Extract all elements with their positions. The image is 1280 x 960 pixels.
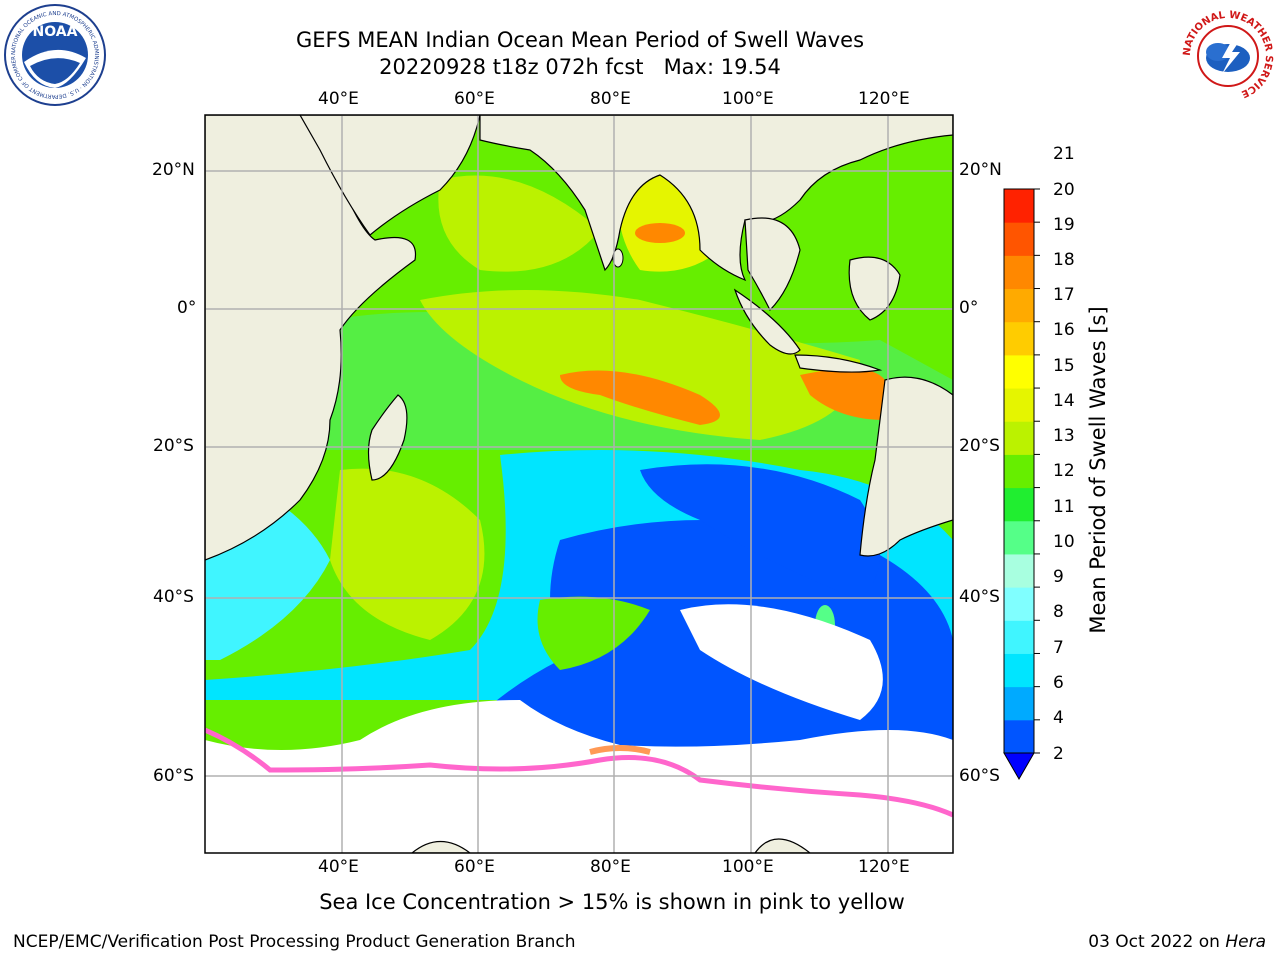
lon-label-top-40e: 40°E	[318, 89, 359, 109]
landmass-australia	[859, 376, 953, 557]
colorbar-swatch	[1004, 553, 1034, 588]
colorbar-tick-7: 7	[1053, 638, 1064, 658]
colorbar-extend-arrow	[1003, 752, 1035, 781]
colorbar-swatch	[1004, 620, 1034, 654]
colorbar-tick-19: 19	[1053, 215, 1075, 235]
lon-label-bottom-60e: 60°E	[454, 857, 495, 877]
lat-label-right-20n: 20°N	[959, 160, 1002, 180]
colorbar-tick-8: 8	[1053, 602, 1064, 622]
colorbar-swatch	[1004, 222, 1034, 256]
colorbar-tick-18: 18	[1053, 250, 1075, 270]
lon-label-top-120e: 120°E	[858, 89, 910, 109]
footer-machine: Hera	[1225, 932, 1266, 952]
colorbar-tick-6: 6	[1053, 673, 1064, 693]
lat-label-right-20s: 20°S	[959, 436, 1000, 456]
colorbar-tick-16: 16	[1053, 320, 1075, 340]
lat-label-left-0: 0°	[177, 298, 197, 318]
lat-label-right-0: 0°	[959, 298, 979, 318]
map-area	[205, 115, 953, 853]
map-title: GEFS MEAN Indian Ocean Mean Period of Sw…	[295, 28, 865, 52]
colorbar-tick-4: 4	[1053, 708, 1064, 728]
colorbar-label: Mean Period of Swell Waves [s]	[1086, 306, 1110, 634]
colorbar-tick-9: 9	[1053, 567, 1064, 587]
map-frame	[204, 114, 954, 854]
lon-label-top-100e: 100°E	[722, 89, 774, 109]
colorbar-swatch	[1004, 719, 1034, 754]
colorbar-swatch	[1004, 454, 1034, 489]
colorbar-frame	[1003, 188, 1035, 754]
colorbar-swatch	[1004, 354, 1034, 389]
colorbar-tick-11: 11	[1053, 497, 1075, 517]
lat-label-right-60s: 60°S	[959, 766, 1000, 786]
lat-label-left-40s: 40°S	[153, 587, 194, 607]
colorbar-tick-17: 17	[1053, 285, 1075, 305]
colorbar-swatch	[1004, 288, 1034, 323]
landmass-madagascar	[367, 394, 408, 481]
footer-credit: NCEP/EMC/Verification Post Processing Pr…	[13, 932, 576, 952]
colorbar-swatch	[1004, 189, 1034, 223]
lon-label-bottom-100e: 100°E	[722, 857, 774, 877]
landmass-java	[794, 354, 883, 373]
colorbar-swatch	[1004, 255, 1034, 290]
lon-label-bottom-120e: 120°E	[858, 857, 910, 877]
lat-label-left-20n: 20°N	[152, 160, 195, 180]
colorbar-swatch	[1004, 587, 1034, 621]
lon-label-bottom-80e: 80°E	[590, 857, 631, 877]
lat-label-left-60s: 60°S	[153, 766, 194, 786]
colorbar-tick-21: 21	[1053, 144, 1075, 164]
lon-label-top-80e: 80°E	[590, 89, 631, 109]
colorbar-tick-10: 10	[1053, 532, 1075, 552]
colorbar-tick-13: 13	[1053, 426, 1075, 446]
lon-label-top-60e: 60°E	[454, 89, 495, 109]
lat-label-left-20s: 20°S	[153, 436, 194, 456]
colorbar-swatch	[1004, 487, 1034, 522]
colorbar-tick-2: 2	[1053, 744, 1064, 764]
colorbar	[1003, 188, 1040, 781]
colorbar-swatch	[1004, 321, 1034, 356]
colorbar-tick-20: 20	[1053, 180, 1075, 200]
colorbar-tick-14: 14	[1053, 391, 1075, 411]
noaa-logo: NOAA NATIONAL OCEANIC AND ATMOSPHERIC AD…	[0, 0, 106, 106]
colorbar-tick-15: 15	[1053, 356, 1075, 376]
colorbar-swatch	[1004, 653, 1034, 688]
noaa-logo-text: NOAA	[33, 24, 78, 40]
sea-ice-note: Sea Ice Concentration > 15% is shown in …	[319, 890, 905, 914]
colorbar-tick-12: 12	[1053, 461, 1075, 481]
map-gridlines	[205, 115, 953, 853]
colorbar-swatch	[1004, 686, 1034, 721]
nws-logo: NATIONAL WEATHER SERVICE	[1178, 6, 1278, 106]
footer-date: 03 Oct 2022 on Hera	[1088, 932, 1266, 952]
landmass-asia	[479, 115, 953, 282]
landmass-indochina	[744, 217, 801, 312]
lat-label-right-40s: 40°S	[959, 587, 1000, 607]
colorbar-swatch	[1004, 388, 1034, 422]
map-subtitle: 20220928 t18z 072h fcst Max: 19.54	[379, 55, 781, 79]
lon-label-bottom-40e: 40°E	[318, 857, 359, 877]
colorbar-swatch	[1004, 520, 1034, 555]
colorbar-swatch	[1004, 421, 1034, 455]
